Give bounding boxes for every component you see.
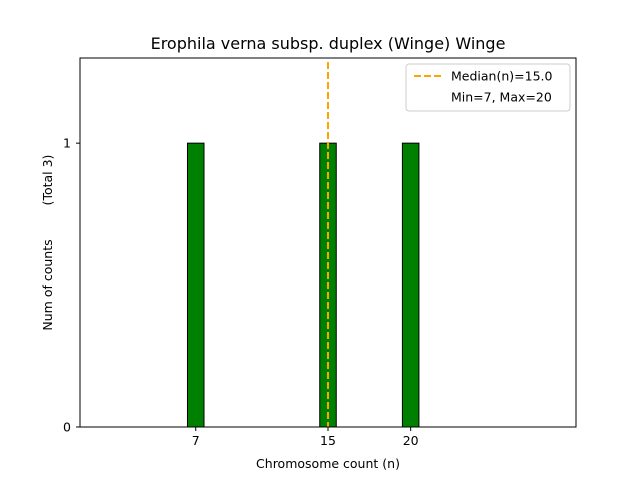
plot-frame <box>79 57 577 428</box>
legend-box <box>405 63 571 112</box>
chart-title: Erophila verna subsp. duplex (Winge) Win… <box>151 34 506 53</box>
bar-7 <box>186 142 205 428</box>
x-axis-label: Chromosome count (n) <box>256 456 400 471</box>
x-tick-label-20: 20 <box>403 433 419 448</box>
y-axis-total-label: (Total 3) <box>40 155 55 206</box>
y-tick-label-0: 0 <box>63 420 71 435</box>
x-tick-label-7: 7 <box>192 433 200 448</box>
legend-median-entry: Median(n)=15.0 <box>451 69 552 84</box>
x-tick-label-15: 15 <box>320 433 336 448</box>
y-axis-label: Num of counts <box>40 239 55 330</box>
plot-area <box>80 62 469 428</box>
legend-range-entry: Min=7, Max=20 <box>451 90 552 105</box>
bar-20 <box>401 142 420 428</box>
y-tick-label-1: 1 <box>63 136 71 151</box>
legend: Median(n)=15.0 Min=7, Max=20 <box>405 63 571 112</box>
